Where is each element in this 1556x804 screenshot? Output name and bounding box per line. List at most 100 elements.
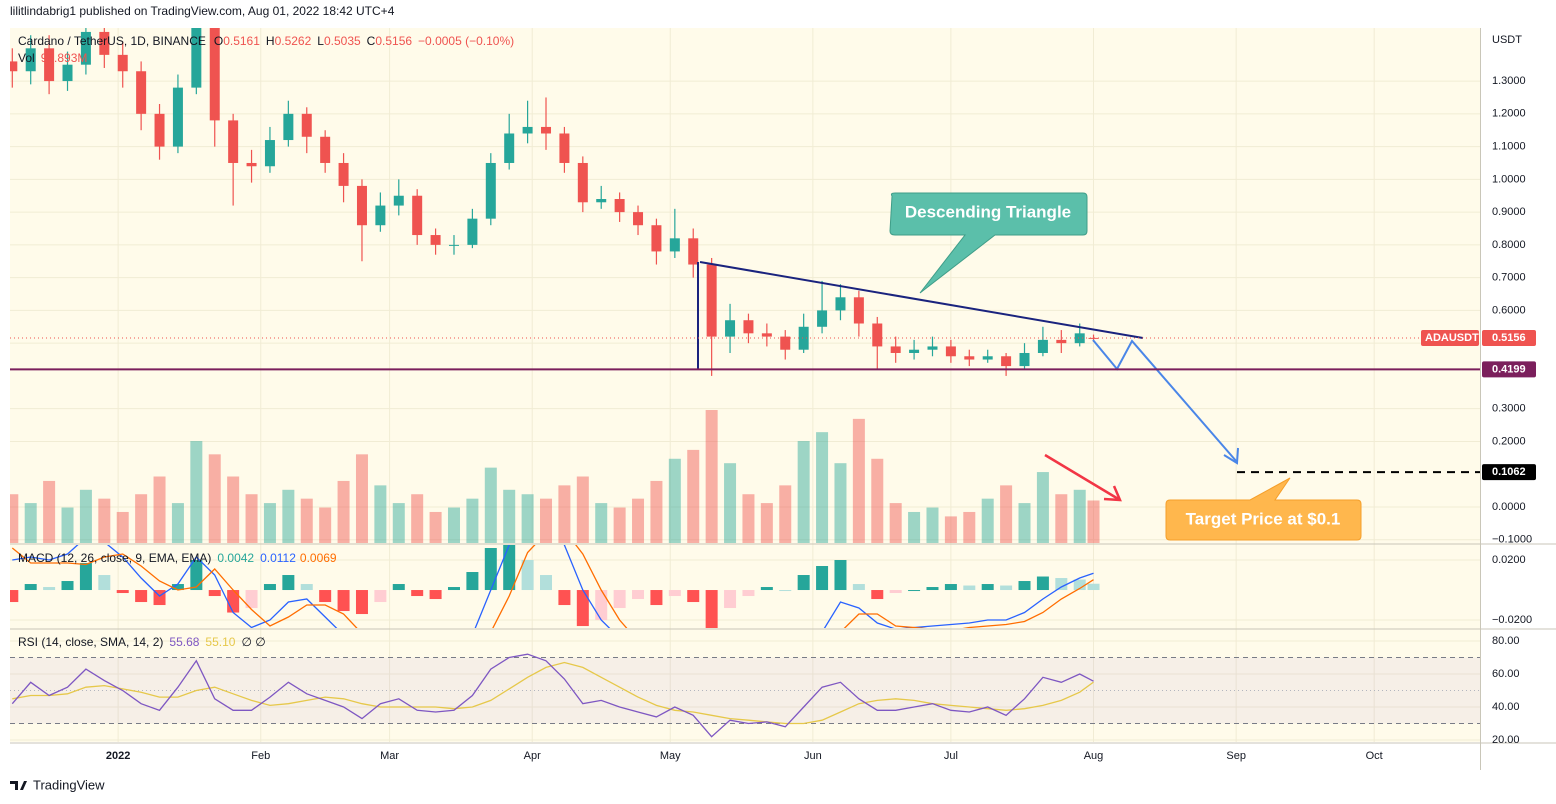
grid xyxy=(10,28,1480,742)
macd-histogram-bar xyxy=(889,590,902,594)
candle-body xyxy=(651,225,662,252)
x-tick-label: Oct xyxy=(1366,750,1383,762)
candle-body xyxy=(283,113,294,141)
volume-bar xyxy=(1073,489,1086,543)
volume-bar xyxy=(245,494,258,543)
volume-bar xyxy=(98,498,111,543)
volume-bar xyxy=(852,418,865,543)
candle-body xyxy=(191,28,202,88)
volume-bar xyxy=(889,503,902,543)
candle-body xyxy=(448,244,459,246)
macd-histogram-bar xyxy=(429,590,442,600)
candle-body xyxy=(706,264,717,337)
volume-bar xyxy=(981,498,994,543)
volume-bar xyxy=(227,476,240,543)
price-tag-label: 0.4199 xyxy=(1492,363,1526,375)
macd-histogram-bar xyxy=(355,590,368,615)
candle-body xyxy=(872,323,883,347)
volume-bar xyxy=(724,463,737,543)
macd-histogram-bar xyxy=(282,575,295,591)
candle-body xyxy=(412,195,423,236)
candle-body xyxy=(154,113,165,147)
candle-body xyxy=(117,54,128,72)
ohlc-label: O xyxy=(214,34,223,48)
macd-histogram-bar xyxy=(1073,579,1086,591)
x-tick-label: Jun xyxy=(804,750,822,762)
y-tick-label: −0.1000 xyxy=(1492,534,1532,546)
candle-body xyxy=(338,162,349,186)
projection-arrow xyxy=(1092,339,1238,463)
macd-histogram-bar xyxy=(374,590,387,603)
y-tick-label: 0.6000 xyxy=(1492,304,1526,316)
macd-histogram-bar xyxy=(10,590,19,603)
y-tick-label: 0.7000 xyxy=(1492,272,1526,284)
macd-histogram-bar xyxy=(300,584,313,591)
candle-body xyxy=(356,185,367,226)
candle-body xyxy=(614,199,625,213)
volume-bar xyxy=(1018,503,1031,543)
candle-body xyxy=(835,297,846,311)
macd-histogram-bar xyxy=(668,590,681,597)
candle-body xyxy=(964,356,975,360)
macd-histogram-bar xyxy=(208,590,221,597)
macd-histogram-bar xyxy=(190,560,203,591)
volume-bar xyxy=(355,454,368,543)
rsi-legend: RSI (14, close, SMA, 14, 2) 55.68 55.10 ∅ ∅ xyxy=(18,635,266,649)
candle-body xyxy=(430,235,441,245)
volume-bar xyxy=(61,507,74,543)
candle-body xyxy=(853,297,864,324)
volume-bar xyxy=(43,480,56,543)
macd-histogram-bar xyxy=(908,590,921,592)
macd-histogram-bar xyxy=(834,560,847,591)
candle-body xyxy=(44,48,55,82)
macd-histogram-bar xyxy=(98,575,111,591)
ohlc-label: L xyxy=(317,34,324,48)
macd-histogram-bar xyxy=(724,590,737,609)
ohlc-value: 0.5262 xyxy=(275,34,312,48)
volume-bar xyxy=(668,458,681,543)
volume-bar xyxy=(116,511,129,543)
rsi-pane xyxy=(10,653,1480,738)
volume-bar xyxy=(411,494,424,543)
volume-bar xyxy=(540,498,553,543)
macd-histogram-bar xyxy=(116,590,129,594)
candle-body xyxy=(725,320,736,337)
volume-bar xyxy=(834,463,847,543)
price-tag xyxy=(1482,330,1536,347)
y-tick-label: 1.0000 xyxy=(1492,173,1526,185)
candle-body xyxy=(393,195,404,206)
volume-value: 95.893M xyxy=(41,51,88,65)
y-tick-label: 1.3000 xyxy=(1492,75,1526,87)
ohlc-value: 0.5156 xyxy=(375,34,412,48)
macd-histogram-bar xyxy=(521,560,534,591)
ohlc-value: 0.5161 xyxy=(223,34,260,48)
change: −0.0005 (−0.10%) xyxy=(418,34,514,48)
macd-histogram-bar xyxy=(263,584,276,591)
price-tag-label: 0.1062 xyxy=(1492,466,1526,478)
candle-body xyxy=(927,346,938,350)
x-tick-label: Aug xyxy=(1084,750,1104,762)
volume-bar xyxy=(1036,472,1049,543)
macd-pane xyxy=(10,545,1100,628)
candle-body xyxy=(485,162,496,219)
volume-bar xyxy=(282,489,295,543)
y-tick-label: −0.0200 xyxy=(1492,614,1532,626)
candle-body xyxy=(1088,337,1099,339)
volume-bar xyxy=(429,511,442,543)
candle-body xyxy=(228,120,239,163)
candle-body xyxy=(25,48,36,72)
macd-histogram-bar xyxy=(245,590,258,609)
macd-histogram-bar xyxy=(392,584,405,591)
symbol-tag xyxy=(1421,330,1479,347)
x-tick-label: Apr xyxy=(524,750,541,762)
macd-histogram-bar xyxy=(43,587,56,591)
volume-bar xyxy=(447,507,460,543)
macd-histogram-bar xyxy=(319,590,332,603)
x-tick-label: Feb xyxy=(251,750,270,762)
rsi-line xyxy=(11,653,1094,738)
x-tick-label: May xyxy=(660,750,681,762)
macd-value: 0.0112 xyxy=(260,551,296,565)
ohlc-label: C xyxy=(367,34,376,48)
macd-histogram-bar xyxy=(1018,581,1031,591)
volume-bar xyxy=(392,503,405,543)
